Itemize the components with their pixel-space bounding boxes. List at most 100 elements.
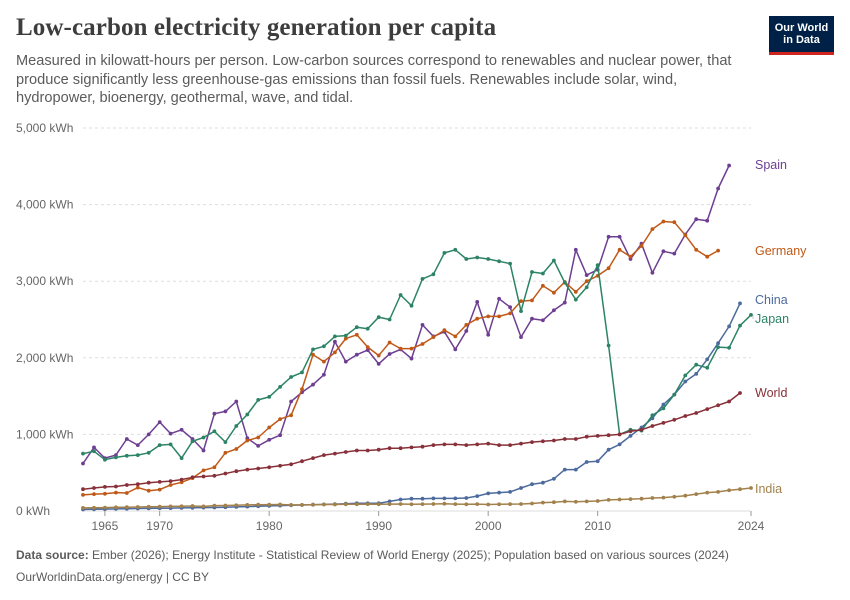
data-point [628, 434, 633, 438]
logo-line-1: Our World [774, 22, 829, 34]
data-point [300, 503, 304, 507]
data-point [606, 343, 611, 348]
data-point [387, 317, 392, 322]
data-point [289, 503, 293, 507]
data-point [431, 496, 436, 501]
data-point [300, 370, 304, 375]
y-tick-label: 5,000 kWh [16, 121, 73, 135]
data-point [409, 502, 414, 507]
data-point [234, 424, 239, 428]
data-point [431, 502, 436, 506]
data-point [683, 373, 688, 378]
data-point [552, 500, 556, 505]
data-point [168, 442, 173, 447]
data-point [650, 496, 655, 500]
data-point [716, 490, 720, 494]
data-point [354, 352, 359, 357]
chart-title: Low-carbon electricity generation per ca… [16, 14, 497, 41]
data-point [453, 334, 458, 339]
data-point [354, 332, 359, 337]
data-point [212, 473, 217, 478]
data-point [409, 445, 414, 450]
series-label: Germany [755, 244, 807, 258]
series-india[interactable] [81, 486, 753, 510]
data-point [81, 506, 85, 510]
data-point [409, 356, 414, 361]
data-point [738, 323, 742, 328]
data-point [617, 432, 622, 437]
data-point [519, 486, 523, 490]
data-point [103, 457, 107, 462]
data-point [497, 490, 501, 495]
data-point [135, 443, 140, 447]
data-point [453, 247, 458, 252]
data-point [103, 485, 107, 489]
data-point [354, 502, 359, 507]
x-tick-label: 1990 [365, 519, 392, 533]
data-point [497, 314, 501, 319]
data-point [519, 335, 523, 339]
x-axis: 1965 1970 1980 1990 2000 2010 2024 [92, 511, 765, 533]
series-label: Japan [755, 312, 789, 326]
line-chart: 0 kWh 1,000 kWh 2,000 kWh 3,000 kWh 4,000 kW… [16, 121, 807, 533]
data-point [661, 495, 666, 500]
series-world[interactable] [81, 391, 742, 492]
data-point [135, 505, 140, 509]
data-point [168, 504, 173, 509]
data-point [168, 431, 173, 436]
data-point [103, 491, 107, 496]
data-point [114, 490, 118, 495]
data-point [311, 456, 315, 460]
data-point [464, 257, 469, 261]
data-point [628, 254, 633, 259]
data-point [398, 497, 403, 502]
data-point [650, 424, 655, 428]
x-tick-label: 2024 [738, 519, 765, 533]
data-point [114, 484, 118, 489]
data-point [705, 254, 710, 259]
data-point [672, 392, 677, 397]
footer-url: OurWorldinData.org/energy | CC BY [16, 570, 209, 584]
data-point [387, 502, 392, 506]
data-point [530, 482, 534, 487]
data-point [650, 413, 655, 418]
data-point [322, 453, 326, 457]
source-label: Data source: [16, 548, 89, 562]
owid-logo[interactable]: Our World in Data [769, 16, 834, 55]
data-point [333, 502, 337, 507]
data-point [322, 344, 326, 349]
data-point [530, 316, 534, 321]
data-point [606, 447, 611, 452]
series-spain[interactable] [81, 163, 731, 466]
data-point [453, 496, 458, 501]
data-point [628, 429, 633, 434]
data-point [300, 459, 304, 464]
data-point [365, 345, 370, 349]
data-point [212, 411, 217, 416]
data-point [584, 460, 589, 464]
data-point [727, 399, 731, 404]
data-point [300, 387, 304, 392]
data-point [201, 435, 206, 440]
data-point [464, 502, 469, 507]
data-point [442, 442, 447, 447]
series-label: India [755, 482, 782, 496]
data-point [278, 463, 282, 468]
data-point [322, 372, 326, 377]
series-layer [81, 163, 753, 512]
data-point [442, 251, 447, 255]
data-point [541, 318, 545, 323]
data-point [584, 273, 589, 277]
data-point [179, 456, 184, 460]
grid-layer [83, 127, 751, 512]
data-point [289, 462, 293, 467]
data-point [475, 255, 480, 260]
data-point [617, 497, 622, 502]
data-point [201, 448, 206, 453]
data-point [190, 439, 195, 444]
data-point [453, 442, 458, 447]
data-point [343, 450, 348, 454]
data-point [727, 163, 731, 168]
data-point [376, 502, 381, 507]
data-point [376, 353, 381, 358]
